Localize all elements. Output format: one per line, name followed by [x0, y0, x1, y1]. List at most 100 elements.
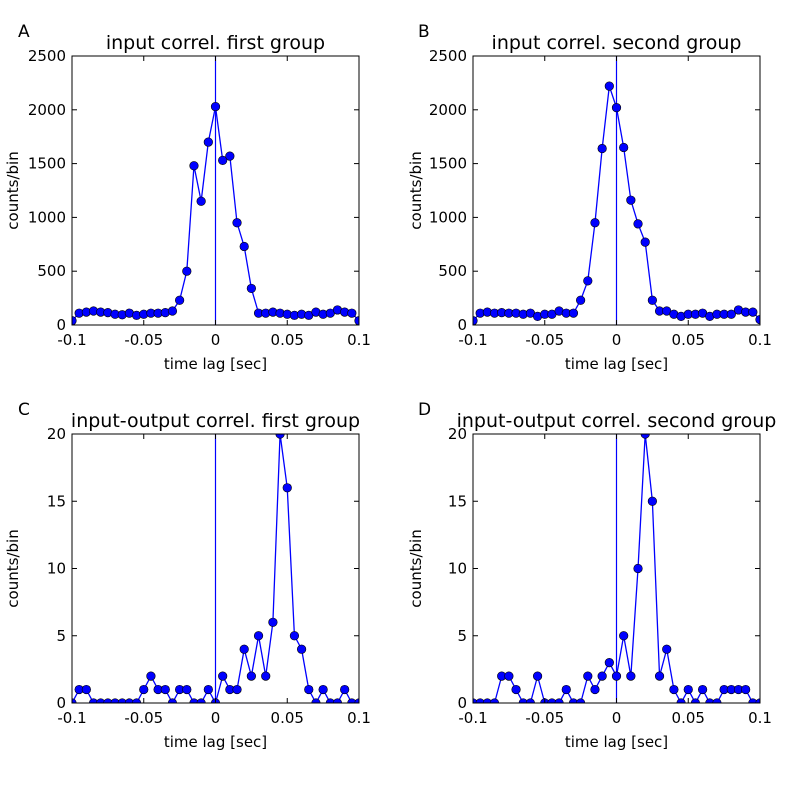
y-tick-label: 1500 [28, 155, 66, 173]
x-axis-label: time lag [sec] [164, 733, 267, 751]
data-point [282, 483, 292, 493]
data-point [576, 698, 586, 703]
data-point [297, 644, 307, 654]
y-tick-label: 0 [457, 694, 467, 712]
data-point [626, 195, 636, 205]
series-line [72, 434, 359, 703]
data-point [160, 684, 170, 695]
y-tick-label: 0 [56, 694, 66, 712]
data-point [647, 496, 657, 506]
x-axis-label: time lag [sec] [565, 355, 668, 373]
data-point [72, 316, 77, 325]
data-point [697, 684, 708, 695]
data-point [103, 698, 113, 703]
x-axis-label: time lag [sec] [565, 733, 668, 751]
data-point [647, 295, 657, 305]
x-tick-label: 0 [612, 331, 622, 349]
data-point [705, 698, 715, 703]
data-point [547, 698, 557, 703]
data-point [182, 266, 192, 276]
data-point [232, 218, 242, 228]
chart-title: input-output correl. first group [71, 410, 360, 432]
data-point [489, 698, 500, 703]
chart-title: input correl. first group [106, 32, 325, 54]
data-point [576, 295, 586, 305]
x-tick-label: 0.1 [347, 331, 371, 349]
y-tick-label: 0 [457, 316, 467, 334]
y-tick-label: 2500 [28, 47, 66, 65]
data-point [232, 684, 242, 695]
plot-area [72, 56, 359, 325]
data-point [340, 684, 350, 695]
data-point [203, 137, 213, 147]
data-point [755, 698, 760, 703]
plot-area [473, 56, 760, 325]
y-tick-label: 10 [448, 560, 467, 578]
x-tick-label: 0.05 [271, 331, 304, 349]
data-point [583, 671, 593, 681]
data-point [568, 308, 579, 318]
y-tick-label: 15 [448, 492, 467, 510]
data-point [475, 698, 485, 703]
data-point [640, 237, 650, 247]
panel-letter: D [418, 400, 431, 420]
chart-title: input correl. second group [492, 32, 742, 54]
data-point [167, 306, 178, 316]
y-tick-label: 1500 [429, 155, 467, 173]
data-point [81, 684, 91, 695]
plot-area [473, 434, 760, 703]
data-point [196, 196, 206, 206]
data-point [347, 308, 357, 318]
x-tick-label: -0.1 [458, 331, 487, 349]
y-tick-label: 10 [47, 560, 66, 578]
data-point [748, 698, 758, 703]
data-point [583, 276, 593, 286]
data-point [110, 698, 120, 703]
y-axis-label: counts/bin [4, 529, 22, 607]
data-point [633, 563, 643, 574]
data-point [482, 698, 492, 703]
x-tick-label: 0.05 [672, 331, 705, 349]
y-tick-label: 5 [457, 627, 467, 645]
data-point [626, 671, 636, 681]
y-tick-label: 2500 [429, 47, 467, 65]
data-point [690, 698, 701, 703]
y-tick-label: 5 [56, 627, 66, 645]
data-point [669, 684, 679, 695]
plot-area [72, 434, 359, 703]
data-point [654, 671, 665, 681]
x-tick-label: -0.05 [124, 331, 163, 349]
data-point [347, 698, 357, 703]
data-point [189, 698, 199, 703]
y-tick-label: 2000 [28, 101, 66, 119]
data-point [518, 698, 528, 703]
data-point [662, 644, 672, 654]
x-tick-label: 0.1 [748, 709, 772, 727]
panel-letter: C [18, 400, 30, 420]
data-point [611, 671, 622, 681]
data-point [182, 684, 192, 695]
data-point [683, 684, 693, 695]
data-point [189, 161, 199, 171]
y-tick-label: 1000 [28, 208, 66, 226]
data-point [597, 143, 607, 154]
data-point [604, 81, 614, 91]
data-point [561, 684, 571, 695]
data-point [146, 671, 156, 681]
data-point [525, 698, 535, 703]
data-point [196, 698, 206, 703]
x-tick-label: 0.1 [748, 331, 772, 349]
data-point [203, 684, 213, 695]
data-point [590, 684, 600, 695]
chart-title: input-output correl. second group [457, 410, 777, 432]
y-tick-label: 500 [37, 262, 66, 280]
data-point [253, 631, 264, 641]
data-point [619, 631, 629, 641]
data-point [318, 684, 328, 695]
data-point [261, 671, 271, 681]
data-point [167, 698, 178, 703]
data-point [755, 315, 760, 325]
